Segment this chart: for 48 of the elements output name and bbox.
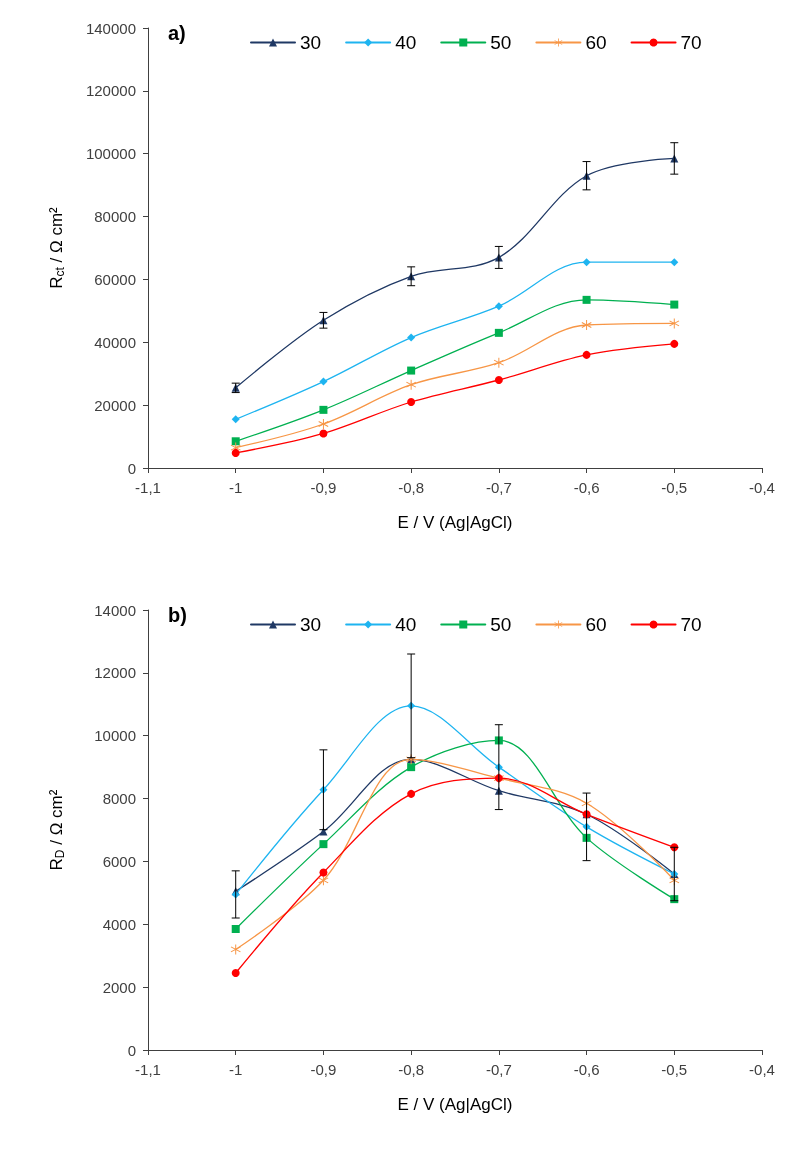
y-tick-label: 100000 [85, 145, 136, 163]
legend-label: 30 [300, 32, 322, 53]
y-tick-label: 8000 [102, 790, 136, 808]
legend-label: 60 [585, 614, 607, 635]
legend-label: 70 [680, 614, 702, 635]
x-tick-label: -0,6 [573, 1061, 600, 1078]
legend-label: 70 [680, 32, 702, 53]
x-tick-label: -0,9 [310, 1061, 337, 1078]
y-tick-label: 40000 [94, 333, 136, 351]
x-tick-label: -1 [229, 1061, 243, 1078]
y-axis-title: Rct / Ω cm² [46, 206, 67, 289]
x-axis-title: E / V (Ag|AgCl) [397, 513, 513, 532]
y-tick-label: 10000 [94, 727, 136, 745]
x-axis-title: E / V (Ag|AgCl) [397, 1095, 513, 1114]
y-tick-label: 140000 [85, 19, 136, 37]
y-tick-label: 120000 [85, 82, 136, 100]
x-tick-label: -1 [229, 479, 243, 496]
y-tick-label: 20000 [94, 396, 136, 414]
x-tick-label: -0,8 [398, 479, 425, 496]
x-tick-label: -0,7 [485, 479, 512, 496]
legend-label: 30 [300, 614, 322, 635]
x-tick-label: -0,9 [310, 479, 337, 496]
y-axis-title: RD / Ω cm² [46, 789, 67, 871]
legend-label: 50 [490, 32, 512, 53]
x-tick-label: -0,8 [398, 1061, 425, 1078]
y-tick-label: 0 [127, 459, 136, 477]
y-tick-label: 60000 [94, 270, 136, 288]
x-tick-label: -1,1 [135, 479, 161, 496]
x-tick-label: -0,7 [485, 1061, 512, 1078]
y-tick-label: 0 [127, 1041, 136, 1059]
legend-label: 40 [395, 32, 417, 53]
x-tick-label: -0,5 [661, 1061, 688, 1078]
y-tick-label: 4000 [102, 915, 136, 933]
y-tick-label: 2000 [102, 978, 136, 996]
y-tick-label: 12000 [94, 664, 136, 682]
x-tick-label: -0,4 [749, 479, 775, 496]
x-tick-label: -1,1 [135, 1061, 161, 1078]
x-tick-label: -0,5 [661, 479, 688, 496]
chart-title: a) [168, 22, 186, 44]
y-tick-label: 80000 [94, 208, 136, 226]
legend-label: 40 [395, 614, 417, 635]
chart-title: b) [168, 604, 187, 626]
y-tick-label: 14000 [94, 601, 136, 619]
legend-label: 60 [585, 32, 607, 53]
x-tick-label: -0,4 [749, 1061, 775, 1078]
legend-label: 50 [490, 614, 512, 635]
y-tick-label: 6000 [102, 852, 136, 870]
x-tick-label: -0,6 [573, 479, 600, 496]
